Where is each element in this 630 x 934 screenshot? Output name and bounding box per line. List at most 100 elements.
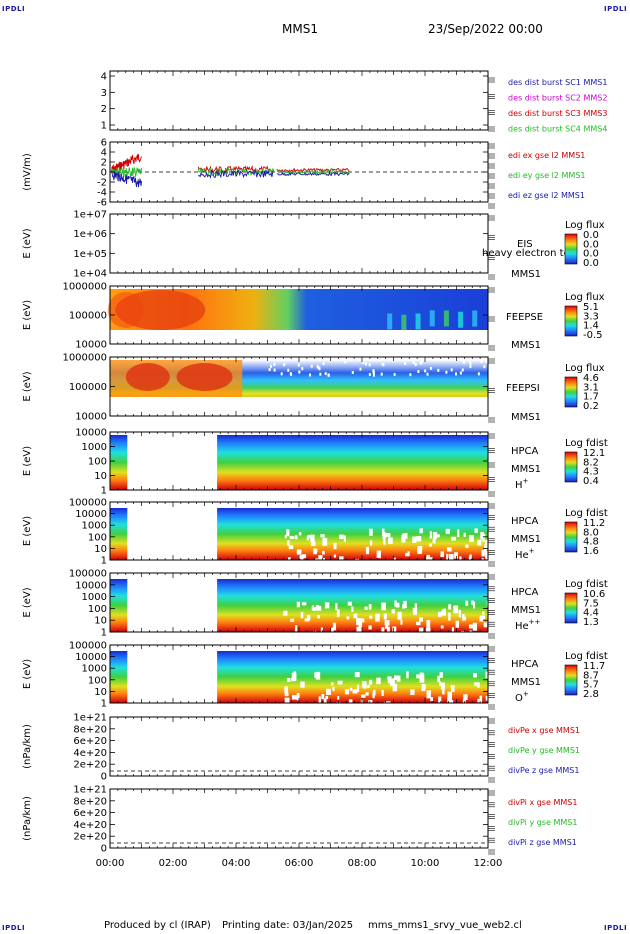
edi-series-line bbox=[111, 153, 142, 173]
hpca-speckle bbox=[356, 684, 360, 692]
hpca-speckle bbox=[482, 611, 485, 615]
hpca-speckle bbox=[471, 600, 475, 605]
hpca-speckle bbox=[416, 621, 421, 626]
hpca-speckle bbox=[481, 549, 485, 557]
feepsi-speckle bbox=[414, 362, 417, 366]
hpca-speckle bbox=[322, 550, 325, 555]
y-tick-label: 10000 bbox=[75, 509, 107, 520]
panel-frame bbox=[109, 213, 489, 274]
colorbar-tick-label: -0.5 bbox=[583, 330, 603, 341]
feepsi-speckle bbox=[283, 363, 286, 367]
y-tick-label: 1e+06 bbox=[73, 229, 107, 240]
datetime-title: 23/Sep/2022 00:00 bbox=[428, 22, 543, 36]
species-label: He++ bbox=[515, 618, 541, 632]
hpca-speckle bbox=[368, 625, 372, 630]
hpca-speckle bbox=[385, 532, 391, 538]
feepsi-speckle bbox=[426, 372, 429, 376]
hpca-spectrum-segment bbox=[110, 579, 128, 632]
hpca-spectrum-segment bbox=[217, 435, 488, 490]
hpca-speckle bbox=[404, 532, 408, 539]
colorbar-title: Log flux bbox=[565, 220, 605, 231]
feepse-patch bbox=[443, 310, 449, 327]
feepsi-speckle bbox=[450, 368, 453, 372]
y-tick-label: 10 bbox=[94, 544, 107, 555]
x-tick-label: 00:00 bbox=[96, 858, 125, 869]
hpca-speckle bbox=[406, 671, 409, 679]
feepse-patch bbox=[429, 310, 435, 327]
hpca-speckle bbox=[383, 702, 388, 706]
hpca-speckle bbox=[315, 671, 321, 680]
legend-entry: divPi y gse MMS1 bbox=[508, 818, 577, 827]
hpca-speckle bbox=[301, 602, 307, 606]
colorbar-title: Log fdist bbox=[565, 508, 608, 519]
hpca-speckle bbox=[393, 675, 399, 680]
hpca-speckle bbox=[355, 618, 360, 626]
hpca-speckle bbox=[448, 612, 451, 621]
hpca-speckle bbox=[384, 620, 390, 626]
hpca-speckle bbox=[419, 528, 423, 534]
hpca-speckle bbox=[365, 692, 369, 696]
spacecraft-label: MMS1 bbox=[511, 340, 541, 351]
species-charge: + bbox=[529, 547, 535, 555]
y-axis-label: (mV/m) bbox=[22, 153, 33, 191]
hpca-speckle bbox=[288, 545, 294, 550]
y-tick-label: 4 bbox=[101, 148, 107, 159]
hpca-speckle bbox=[447, 691, 453, 699]
y-tick-label: 1e+05 bbox=[73, 249, 107, 260]
colorbar-tick-label: 4.6 bbox=[583, 373, 599, 384]
y-tick-label: 100 bbox=[88, 532, 107, 543]
y-tick-label: 10 bbox=[94, 616, 107, 627]
y-tick-label: 1000 bbox=[82, 521, 107, 532]
hpca-spectrum-segment bbox=[217, 579, 488, 632]
hpca-speckle bbox=[336, 609, 340, 617]
hpca-speckle bbox=[481, 558, 484, 566]
y-tick-label: 1 bbox=[101, 486, 107, 497]
y-axis-label: E (eV) bbox=[22, 228, 33, 258]
hpca-speckle bbox=[426, 690, 431, 699]
hpca-speckle bbox=[385, 623, 388, 629]
hpca-speckle bbox=[310, 534, 315, 543]
hpca-speckle bbox=[450, 685, 455, 693]
hpca-speckle bbox=[426, 620, 431, 628]
hpca-speckle bbox=[321, 694, 325, 700]
y-tick-label: 1e+04 bbox=[73, 269, 107, 280]
panel-des-dist-burst: 4 3 2 1 des dist burst SC1 MMS1 des dist burs… bbox=[101, 70, 607, 134]
hpca-speckle bbox=[472, 622, 478, 631]
hpca-speckle bbox=[453, 605, 459, 614]
instrument-label: EIS bbox=[517, 239, 533, 250]
y-tick-label: 6 bbox=[101, 138, 107, 149]
colorbar bbox=[564, 521, 578, 553]
hpca-spectrum-segment bbox=[217, 651, 488, 703]
y-tick-label: 4e+20 bbox=[73, 748, 107, 759]
hpca-speckle bbox=[447, 697, 451, 703]
hpca-speckle bbox=[284, 535, 287, 539]
feepsi-speckle bbox=[393, 373, 396, 377]
hpca-speckle bbox=[406, 632, 409, 641]
hpca-speckle bbox=[301, 554, 307, 559]
feepsi-speckle bbox=[327, 373, 330, 377]
y-tick-label: 1000 bbox=[82, 442, 107, 453]
hpca-speckle bbox=[454, 552, 459, 559]
hpca-speckle bbox=[343, 535, 346, 542]
hpca-speckle bbox=[386, 704, 389, 710]
y-axis-label: E (eV) bbox=[22, 371, 33, 401]
hpca-speckle bbox=[395, 602, 400, 608]
hpca-speckle bbox=[382, 531, 386, 539]
feepsi-speckle bbox=[429, 366, 432, 370]
hpca-speckle bbox=[300, 681, 305, 688]
colorbar bbox=[564, 451, 578, 483]
legend-entry: divPe z gse MMS1 bbox=[508, 766, 579, 775]
colorbar-tick-label: 3.3 bbox=[583, 311, 599, 322]
hpca-speckle bbox=[318, 696, 321, 704]
hpca-speckle bbox=[362, 681, 367, 688]
instrument-label: HPCA bbox=[511, 587, 539, 598]
hpca-speckle bbox=[356, 626, 361, 633]
corner-label-bottom-right: IPDLI bbox=[604, 924, 628, 932]
feepsi-speckle bbox=[319, 372, 322, 376]
hpca-speckle bbox=[308, 632, 313, 641]
hpca-speckle bbox=[333, 554, 337, 558]
spacecraft-title: MMS1 bbox=[282, 22, 318, 36]
y-tick-label: 10000 bbox=[75, 340, 107, 351]
